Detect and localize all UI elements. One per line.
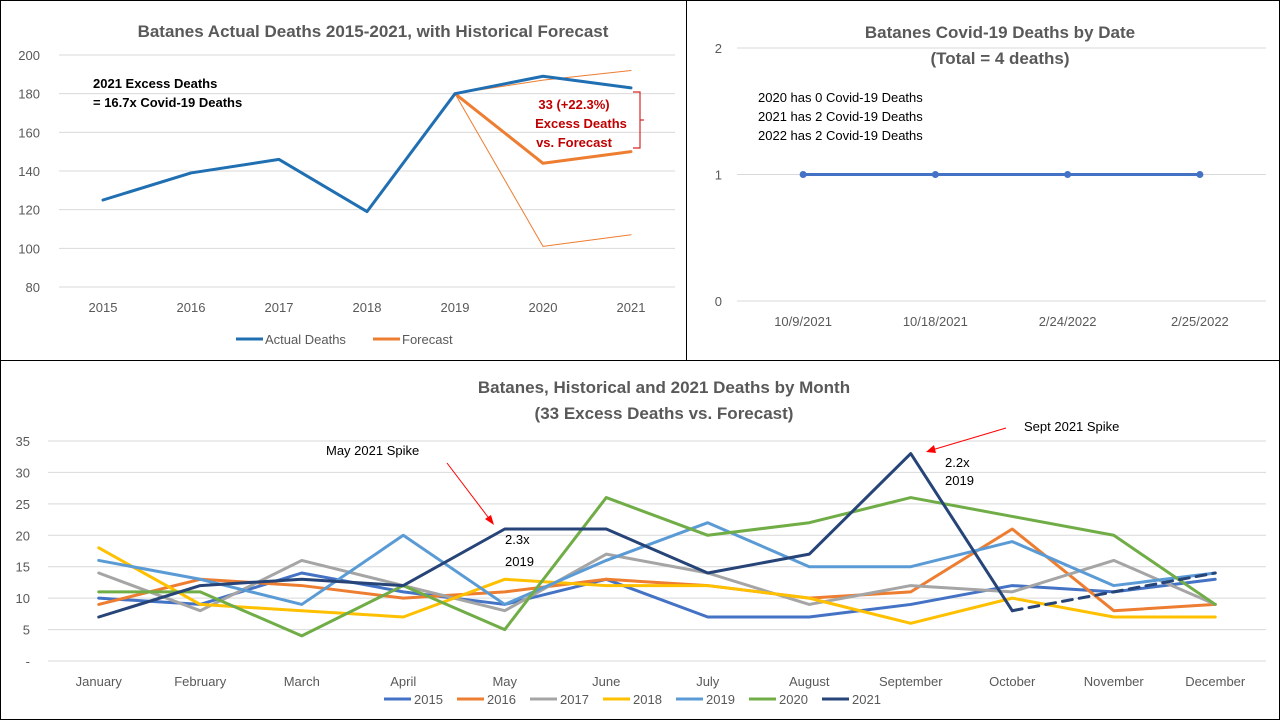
x-tick-label: January — [76, 674, 123, 689]
sept-spike-arrowhead — [926, 445, 936, 453]
x-tick-label: October — [989, 674, 1036, 689]
y-tick-label: 35 — [16, 434, 30, 449]
chart-title: Batanes Actual Deaths 2015-2021, with Hi… — [138, 22, 609, 41]
y-tick-label: 0 — [715, 294, 722, 309]
covid-deaths-chart: Batanes Covid-19 Deaths by Date (Total =… — [715, 23, 1266, 329]
chart-title-line1: Batanes, Historical and 2021 Deaths by M… — [478, 378, 850, 397]
x-tick-label: June — [592, 674, 620, 689]
sept-ratio-line1: 2.2x — [945, 455, 970, 470]
covid-deaths-chart-panel: Batanes Covid-19 Deaths by Date (Total =… — [686, 0, 1280, 361]
x-tick-label: 2016 — [177, 300, 206, 315]
monthly-deaths-chart: Batanes, Historical and 2021 Deaths by M… — [16, 378, 1266, 707]
legend-label: 2016 — [487, 692, 516, 707]
legend-label: Forecast — [402, 332, 453, 347]
excess-annotation-line2: = 16.7x Covid-19 Deaths — [93, 95, 242, 110]
y-tick-label: 15 — [16, 560, 30, 575]
x-tick-label: November — [1084, 674, 1145, 689]
x-tick-label: 10/18/2021 — [903, 314, 968, 329]
y-tick-label: 5 — [23, 623, 30, 638]
y-tick-label: - — [26, 654, 30, 669]
covid-note-2021: 2021 has 2 Covid-19 Deaths — [758, 109, 923, 124]
x-tick-label: 2015 — [89, 300, 118, 315]
legend-label: 2019 — [706, 692, 735, 707]
x-tick-label: July — [696, 674, 720, 689]
forecast-series-line — [453, 92, 633, 165]
y-tick-label: 1 — [715, 168, 722, 183]
x-tick-label: 2/25/2022 — [1171, 314, 1229, 329]
x-tick-label: 2017 — [265, 300, 294, 315]
series-line-2021-dashed — [1010, 571, 1217, 613]
y-tick-label: 25 — [16, 497, 30, 512]
y-tick-label: 180 — [18, 87, 40, 102]
series-line-2016 — [97, 527, 1217, 613]
x-tick-label: December — [1185, 674, 1246, 689]
x-tick-label: May — [492, 674, 517, 689]
x-tick-label: September — [879, 674, 943, 689]
legend-label: 2017 — [560, 692, 589, 707]
legend-label: 2015 — [414, 692, 443, 707]
sept-ratio-line2: 2019 — [945, 473, 974, 488]
data-point — [799, 171, 807, 178]
x-tick-label: 2020 — [529, 300, 558, 315]
y-tick-label: 100 — [18, 241, 40, 256]
y-tick-label: 20 — [16, 528, 30, 543]
series-line-2017 — [97, 552, 1217, 613]
may-spike-arrowhead — [485, 515, 494, 525]
x-tick-label: August — [789, 674, 830, 689]
y-tick-label: 200 — [18, 48, 40, 63]
y-tick-label: 10 — [16, 591, 30, 606]
excess-annotation-line1: 2021 Excess Deaths — [93, 76, 217, 91]
x-tick-label: 2/24/2022 — [1039, 314, 1097, 329]
bracket-annotation-line1: 33 (+22.3%) — [538, 97, 609, 112]
actual-deaths-series-line — [101, 74, 633, 214]
excess-bracket — [633, 91, 644, 149]
data-point — [1064, 171, 1072, 178]
legend-label: 2020 — [779, 692, 808, 707]
covid-note-2020: 2020 has 0 Covid-19 Deaths — [758, 90, 923, 105]
legend-label: Actual Deaths — [265, 332, 346, 347]
x-tick-label: 2021 — [617, 300, 646, 315]
y-tick-label: 160 — [18, 125, 40, 140]
legend-label: 2018 — [633, 692, 662, 707]
sept-spike-label: Sept 2021 Spike — [1024, 419, 1119, 434]
x-tick-label: 2019 — [441, 300, 470, 315]
may-spike-arrow — [446, 462, 492, 522]
monthly-deaths-chart-panel: Batanes, Historical and 2021 Deaths by M… — [0, 360, 1280, 720]
series-line-2020 — [97, 496, 1217, 638]
covid-note-2022: 2022 has 2 Covid-19 Deaths — [758, 128, 923, 143]
series-line-2018 — [97, 546, 1217, 625]
y-tick-label: 120 — [18, 203, 40, 218]
series-line-2021 — [97, 452, 1014, 619]
forecast-lower-bound-line — [454, 93, 632, 247]
x-tick-label: 2018 — [353, 300, 382, 315]
bracket-annotation-line2: Excess Deaths — [535, 116, 627, 131]
chart-title-line2: (33 Excess Deaths vs. Forecast) — [535, 404, 794, 423]
data-point — [1196, 171, 1204, 178]
x-tick-label: March — [284, 674, 320, 689]
y-tick-label: 30 — [16, 465, 30, 480]
sept-spike-arrow — [931, 427, 1007, 451]
may-spike-label: May 2021 Spike — [326, 443, 419, 458]
may-ratio-line1: 2.3x — [505, 532, 530, 547]
x-tick-label: April — [390, 674, 416, 689]
legend-label: 2021 — [852, 692, 881, 707]
forecast-upper-bound-line — [454, 69, 632, 95]
chart-title-line1: Batanes Covid-19 Deaths by Date — [865, 23, 1135, 42]
y-tick-label: 2 — [715, 41, 722, 56]
series-line-2019 — [97, 521, 1217, 606]
y-tick-label: 80 — [26, 280, 40, 295]
y-tick-label: 140 — [18, 164, 40, 179]
bracket-annotation-line3: vs. Forecast — [536, 135, 613, 150]
x-tick-label: February — [174, 674, 227, 689]
may-ratio-line2: 2019 — [505, 554, 534, 569]
annual-deaths-chart-panel: Batanes Actual Deaths 2015-2021, with Hi… — [0, 0, 687, 361]
data-point — [931, 171, 939, 178]
x-tick-label: 10/9/2021 — [774, 314, 832, 329]
chart-title-line2: (Total = 4 deaths) — [930, 49, 1069, 68]
annual-deaths-chart: Batanes Actual Deaths 2015-2021, with Hi… — [18, 22, 675, 347]
